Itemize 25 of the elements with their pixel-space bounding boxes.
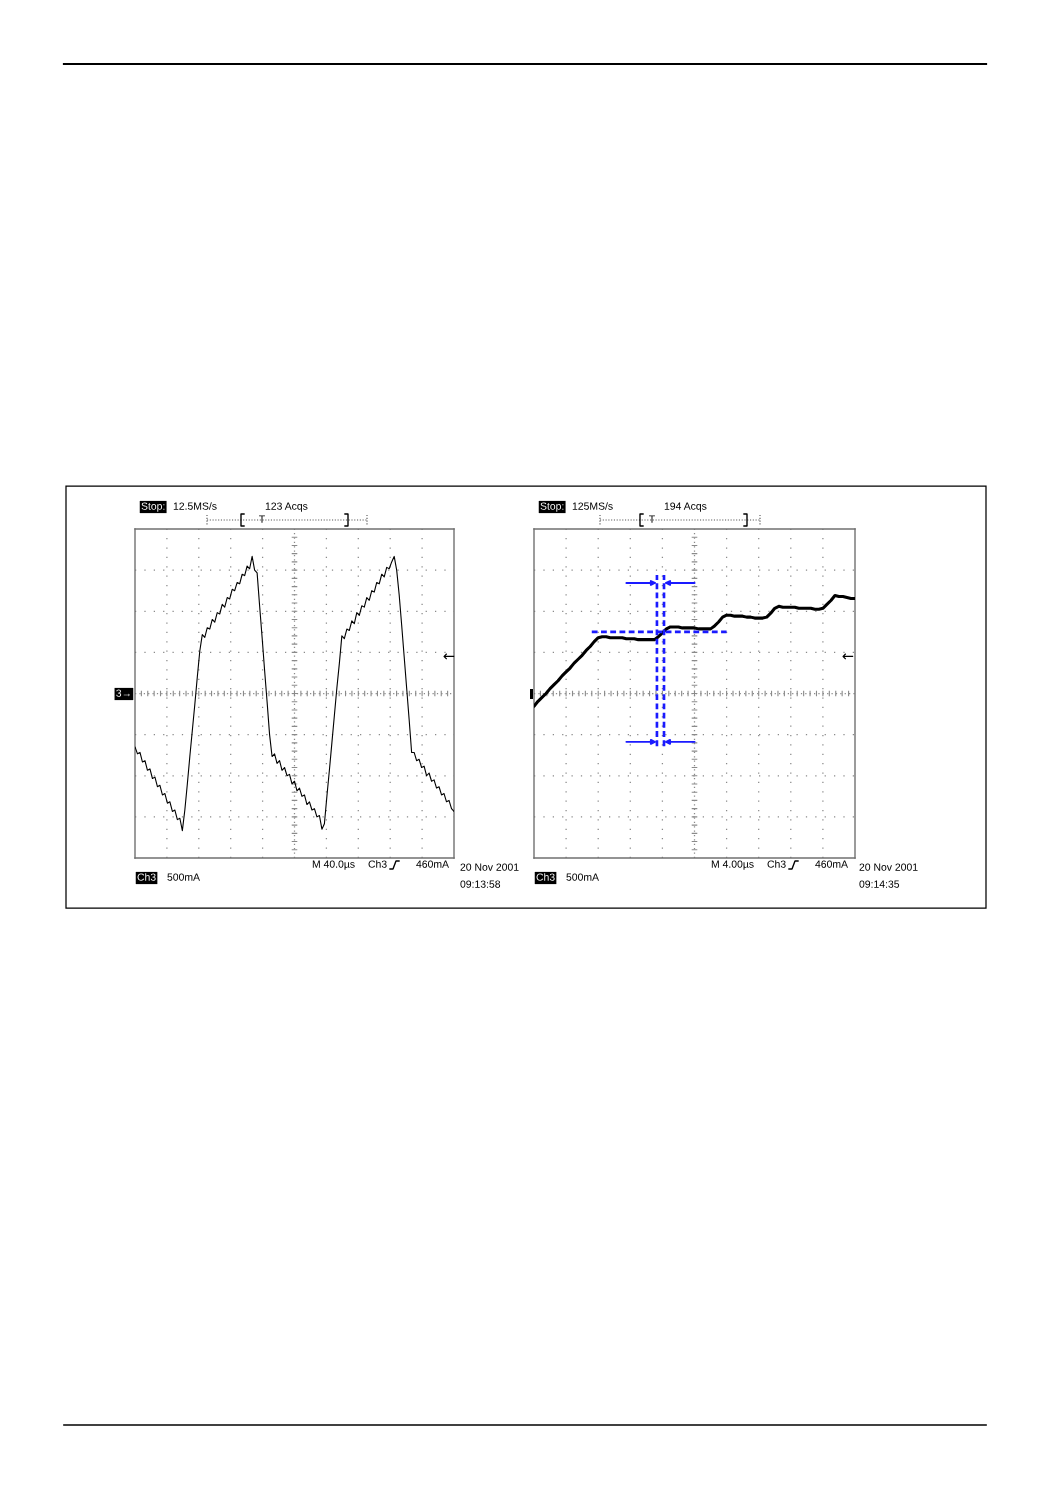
- text: Ch3: [368, 860, 387, 868]
- text: M 4.00µs: [711, 860, 754, 870]
- text: 460mA: [416, 860, 449, 868]
- text: 500mA: [167, 873, 200, 881]
- text: M 40.0µs: [312, 860, 355, 870]
- text: 123 Acqs: [265, 502, 308, 512]
- text: T: [649, 515, 655, 523]
- text: 09:14:35: [859, 880, 900, 888]
- text: Ch3: [767, 860, 786, 868]
- annotation: ←: [842, 653, 854, 660]
- text: 20 Nov 2001: [460, 863, 519, 871]
- text: 194 Acqs: [664, 502, 707, 512]
- text: 12.5MS/s: [173, 502, 217, 510]
- text: 460mA: [815, 860, 848, 868]
- text: 500mA: [566, 873, 599, 881]
- text: Stop:: [141, 502, 165, 512]
- text: 20 Nov 2001: [859, 863, 918, 871]
- text: Ch3: [536, 873, 555, 881]
- text: 3→: [116, 689, 130, 697]
- text: T: [259, 515, 265, 523]
- text: 125MS/s: [572, 502, 613, 510]
- text: Stop:: [540, 502, 564, 512]
- text: Ch3: [137, 873, 156, 881]
- text: 09:13:58: [460, 880, 501, 888]
- annotation: ←: [443, 653, 455, 660]
